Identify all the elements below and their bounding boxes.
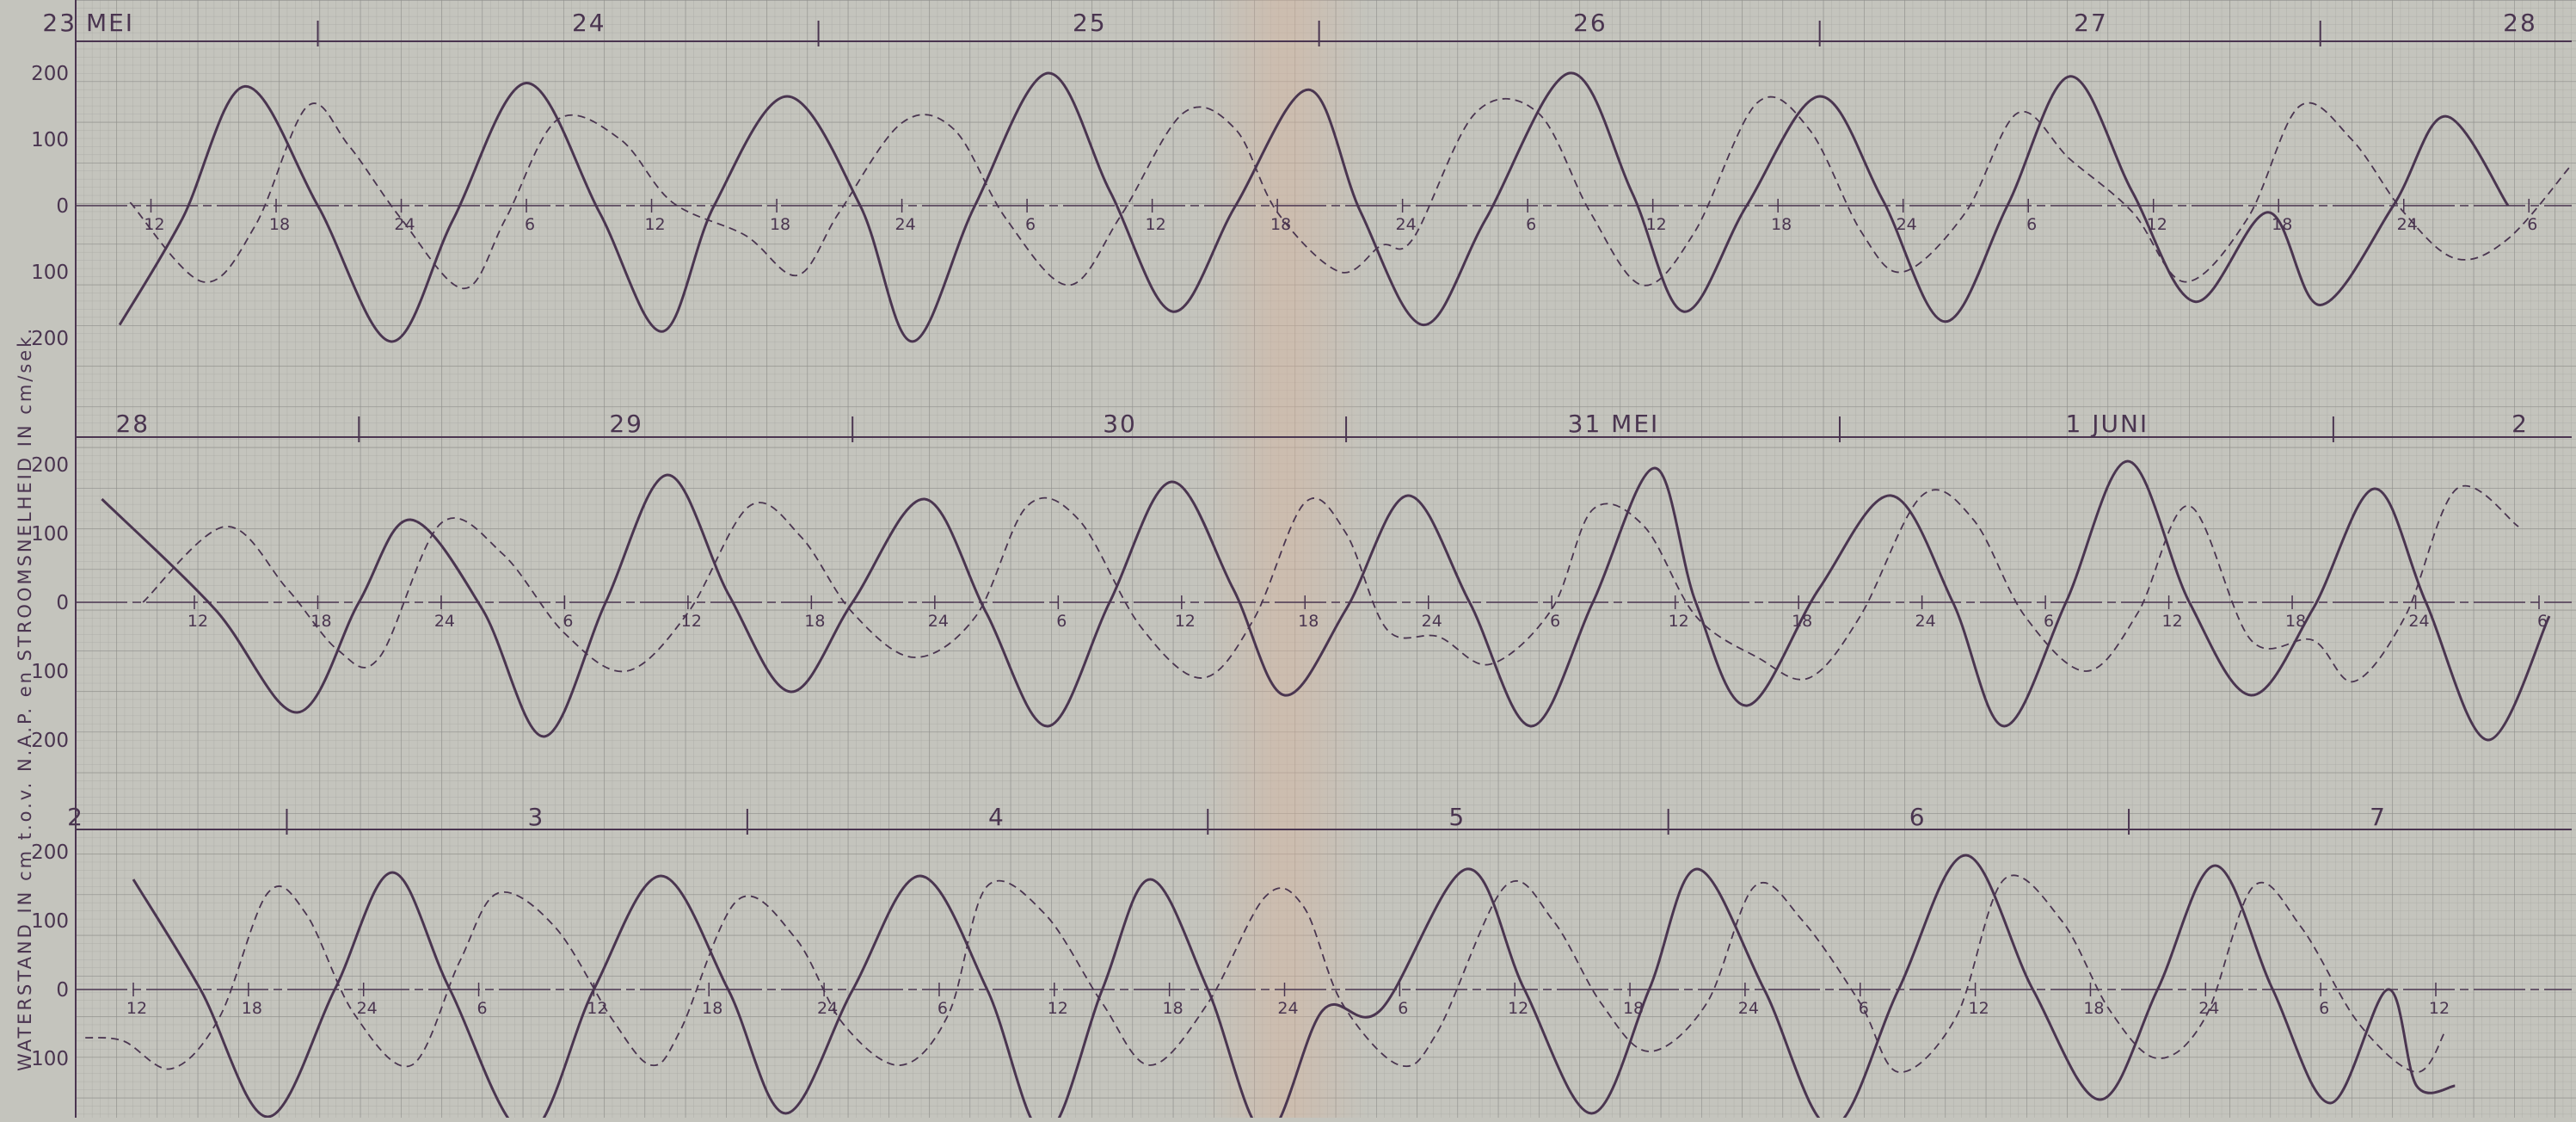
y-tick-label: 100 xyxy=(31,129,69,151)
x-tick-label: 12 xyxy=(1146,215,1166,234)
day-label: 31 MEI xyxy=(1568,410,1660,438)
x-tick-label: 18 xyxy=(1270,215,1291,234)
day-label: 25 xyxy=(1073,9,1107,37)
x-tick-label: 18 xyxy=(242,999,262,1018)
x-tick-label: 24 xyxy=(2408,612,2429,631)
x-tick-label: 24 xyxy=(928,612,949,631)
y-tick-label: 200 xyxy=(31,842,69,864)
day-label: 5 xyxy=(1448,803,1466,831)
x-tick-label: 12 xyxy=(2147,215,2167,234)
x-tick-label: 12 xyxy=(1646,215,1667,234)
day-label: 26 xyxy=(1573,9,1608,37)
day-label: 28 xyxy=(115,410,150,438)
x-tick-label: 12 xyxy=(1669,612,1689,631)
day-label: 28 xyxy=(2503,9,2537,37)
x-tick-label: 12 xyxy=(126,999,147,1018)
x-tick-label: 18 xyxy=(1771,215,1792,234)
panel-2: 28 29 30 31 MEI 1 JUNI 2 200 100 0 100 200 12 18 24 6 1… xyxy=(31,410,2572,752)
x-tick-label: 12 xyxy=(1175,612,1196,631)
series-line-stroomsnelheid xyxy=(85,874,2446,1073)
x-tick-label: 24 xyxy=(1277,999,1298,1018)
x-tick-label: 6 xyxy=(477,999,488,1018)
series-line-stroomsnelheid xyxy=(142,485,2519,682)
x-tick-label: 12 xyxy=(1048,999,1068,1018)
x-tick-label: 12 xyxy=(587,999,607,1018)
y-tick-label: 0 xyxy=(56,195,69,218)
series-line-waterstand xyxy=(101,459,2551,742)
x-tick-label: 6 xyxy=(2527,215,2537,234)
y-tick-label: 0 xyxy=(56,979,69,1002)
x-tick-label: 6 xyxy=(1550,612,1560,631)
x-tick-label: 6 xyxy=(2319,999,2329,1018)
x-tick-label: 24 xyxy=(357,999,378,1018)
day-label: 3 xyxy=(528,803,545,831)
x-tick-label: 12 xyxy=(681,612,702,631)
y-tick-label: 100 xyxy=(31,523,69,546)
y-tick-label: 200 xyxy=(31,328,69,350)
day-label: 23 MEI xyxy=(42,9,134,37)
x-tick-label: 18 xyxy=(2083,999,2104,1018)
x-tick-label: 24 xyxy=(817,999,838,1018)
y-tick-label: 200 xyxy=(31,454,69,477)
x-tick-label: 12 xyxy=(144,215,164,234)
x-tick-label: 18 xyxy=(804,612,825,631)
x-tick-label: 12 xyxy=(1508,999,1528,1018)
day-label: 4 xyxy=(988,803,1005,831)
x-tick-label: 24 xyxy=(895,215,915,234)
x-tick-label: 24 xyxy=(1422,612,1442,631)
y-axis-label: WATERSTAND IN cm t.o.v. N.A.P. en STROOM… xyxy=(15,326,35,1071)
day-label: 29 xyxy=(609,410,643,438)
day-label: 6 xyxy=(1909,803,1927,831)
x-tick-label: 18 xyxy=(269,215,290,234)
day-label: 24 xyxy=(572,9,606,37)
y-tick-label: 100 xyxy=(31,262,69,284)
x-tick-label: 18 xyxy=(310,612,331,631)
x-tick-label: 12 xyxy=(1969,999,1989,1018)
x-tick-label: 12 xyxy=(2429,999,2450,1018)
x-tick-label: 18 xyxy=(1163,999,1183,1018)
day-label: 7 xyxy=(2370,803,2387,831)
x-tick-label: 24 xyxy=(1915,612,1936,631)
y-tick-label: 100 xyxy=(31,661,69,683)
x-tick-label: 6 xyxy=(938,999,948,1018)
day-label: 2 xyxy=(2511,410,2529,438)
x-tick-label: 6 xyxy=(525,215,535,234)
y-tick-label: 0 xyxy=(56,592,69,614)
day-label: 1 JUNI xyxy=(2066,410,2149,438)
x-tick-label: 18 xyxy=(702,999,722,1018)
y-tick-label: 100 xyxy=(31,1048,69,1070)
x-tick-label: 6 xyxy=(1025,215,1036,234)
y-tick-label: 100 xyxy=(31,910,69,933)
x-tick-label: 24 xyxy=(434,612,455,631)
x-tick-label: 6 xyxy=(563,612,573,631)
x-tick-label: 6 xyxy=(2026,215,2037,234)
x-tick-label: 24 xyxy=(1738,999,1759,1018)
x-tick-label: 18 xyxy=(1298,612,1319,631)
y-tick-label: 200 xyxy=(31,730,69,752)
x-tick-label: 24 xyxy=(1897,215,1917,234)
day-label: 30 xyxy=(1103,410,1137,438)
x-tick-label: 6 xyxy=(2044,612,2054,631)
x-tick-label: 24 xyxy=(1396,215,1417,234)
x-tick-label: 6 xyxy=(1056,612,1067,631)
x-tick-label: 18 xyxy=(1623,999,1644,1018)
x-tick-label: 6 xyxy=(1526,215,1536,234)
day-label: 27 xyxy=(2074,9,2108,37)
x-tick-label: 6 xyxy=(1398,999,1408,1018)
x-tick-label: 24 xyxy=(2397,215,2418,234)
panel-1: 23 MEI 24 25 26 27 28 200 100 0 100 200 12 18 24 6 12 18… xyxy=(31,9,2572,350)
series-line-stroomsnelheid xyxy=(129,96,2572,290)
x-tick-label: 12 xyxy=(644,215,665,234)
x-tick-label: 18 xyxy=(770,215,790,234)
series-line-waterstand xyxy=(118,71,2510,343)
paper-fold xyxy=(1204,0,1368,1118)
x-tick-label: 12 xyxy=(2161,612,2182,631)
x-tick-label: 18 xyxy=(2285,612,2306,631)
y-tick-label: 200 xyxy=(31,63,69,85)
x-tick-label: 12 xyxy=(188,612,208,631)
